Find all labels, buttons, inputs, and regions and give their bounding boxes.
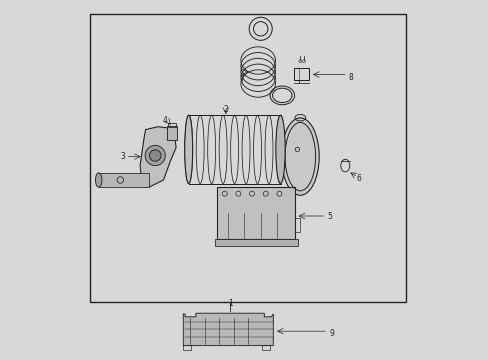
Text: 2: 2	[223, 105, 228, 114]
Bar	[182, 345, 191, 350]
Text: 9: 9	[328, 328, 333, 338]
Bar	[167, 126, 177, 140]
Bar	[167, 123, 175, 127]
Text: 5: 5	[326, 212, 331, 220]
Circle shape	[149, 150, 161, 161]
Text: 3: 3	[120, 152, 125, 161]
Ellipse shape	[275, 115, 285, 184]
Ellipse shape	[95, 173, 102, 187]
Text: 6: 6	[355, 174, 360, 183]
Ellipse shape	[281, 118, 319, 195]
Polygon shape	[140, 127, 176, 187]
Bar	[217, 187, 294, 239]
Bar	[294, 68, 309, 80]
Bar	[89, 14, 406, 302]
Bar	[214, 239, 297, 246]
Text: 7: 7	[239, 75, 244, 84]
Circle shape	[145, 145, 165, 166]
Text: 8: 8	[348, 73, 353, 82]
Bar	[261, 345, 270, 350]
Bar	[294, 218, 300, 232]
Polygon shape	[183, 313, 273, 346]
Text: 1: 1	[227, 299, 232, 308]
Ellipse shape	[184, 115, 192, 184]
Text: 4: 4	[162, 116, 167, 125]
